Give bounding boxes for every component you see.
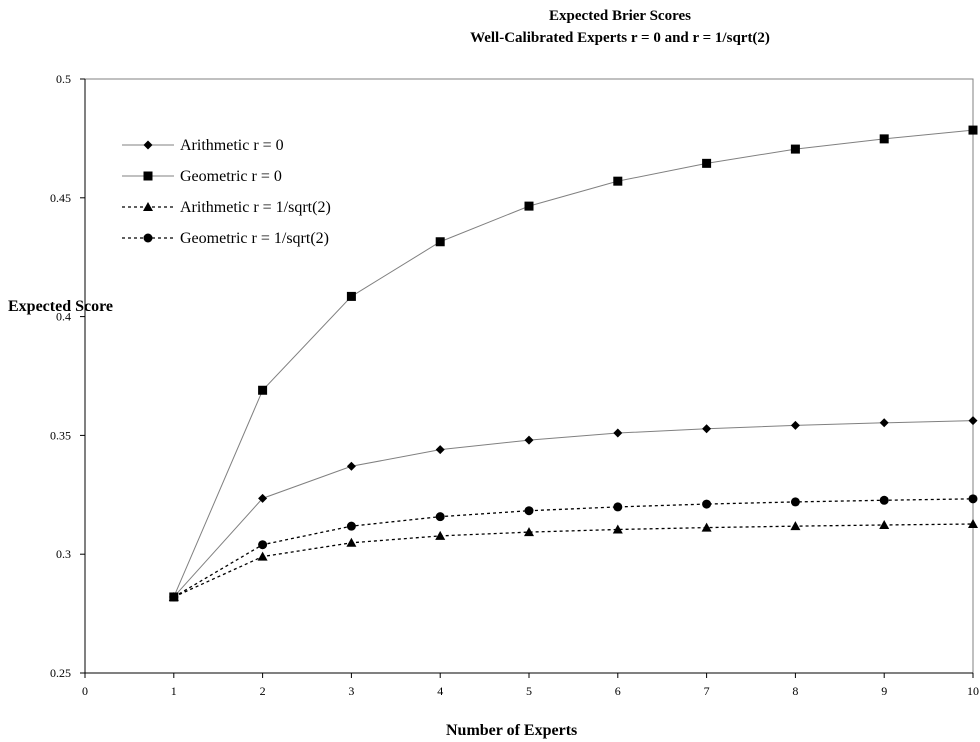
- data-point-diamond: [346, 461, 356, 471]
- data-point-triangle: [612, 524, 623, 534]
- data-point-diamond: [524, 435, 534, 445]
- data-point-diamond: [613, 428, 623, 438]
- data-point-triangle: [879, 519, 890, 529]
- data-point-circle: [790, 497, 800, 507]
- data-point-square: [968, 125, 978, 135]
- series-line-1: [173, 420, 974, 598]
- data-point-circle: [968, 494, 978, 504]
- x-tick-label: 1: [171, 684, 177, 698]
- data-point-triangle: [524, 527, 534, 537]
- series-line-3: [173, 523, 974, 598]
- data-point-circle: [524, 506, 534, 516]
- x-tick-label: 9: [881, 684, 887, 698]
- data-point-circle: [613, 502, 623, 512]
- legend-label: Geometric r = 0: [180, 168, 282, 185]
- series-lines: [173, 129, 974, 598]
- data-point-diamond: [702, 424, 712, 434]
- x-tick-label: 8: [792, 684, 798, 698]
- legend: Arithmetic r = 0 Geometric r = 0 Arithmeti…: [122, 137, 331, 247]
- tick-labels: 0 1 2 3 4 5 6 7 8 9 10 0.25 0.3 0.35 0.4 0.45 0.5: [50, 72, 979, 698]
- x-axis-label: Number of Experts: [446, 722, 578, 739]
- y-tick-label: 0.4: [56, 310, 71, 324]
- x-tick-label: 3: [348, 684, 354, 698]
- y-axis-label: Expected Score: [8, 298, 114, 315]
- legend-marker-circle: [143, 233, 153, 243]
- data-point-square: [613, 176, 623, 186]
- axes: [80, 78, 974, 678]
- legend-marker-diamond: [143, 140, 153, 150]
- data-point-square: [258, 385, 268, 395]
- series-line-4: [173, 498, 974, 598]
- data-point-diamond: [879, 418, 889, 428]
- legend-label: Geometric r = 1/sqrt(2): [180, 230, 329, 247]
- chart-title: Expected Brier Scores: [549, 8, 691, 24]
- data-point-diamond: [968, 416, 978, 426]
- x-tick-label: 5: [526, 684, 532, 698]
- data-point-circle: [702, 499, 712, 509]
- data-point-triangle: [701, 522, 712, 532]
- series-line-2: [173, 129, 974, 598]
- data-point-square: [435, 237, 445, 247]
- data-point-triangle: [435, 530, 446, 540]
- data-point-circle: [258, 540, 268, 550]
- data-point-square: [790, 144, 800, 154]
- data-point-square: [524, 201, 534, 211]
- x-tick-label: 4: [437, 684, 443, 698]
- x-tick-label: 10: [967, 684, 979, 698]
- data-point-circle: [435, 512, 445, 522]
- x-tick-label: 7: [704, 684, 710, 698]
- y-tick-label: 0.5: [56, 72, 71, 86]
- legend-marker-triangle: [143, 202, 153, 211]
- y-tick-label: 0.3: [56, 547, 71, 561]
- data-point-triangle: [790, 521, 801, 531]
- data-point-square: [702, 158, 712, 168]
- data-point-square: [879, 134, 889, 144]
- data-point-triangle: [257, 551, 268, 561]
- data-point-square: [346, 291, 356, 301]
- legend-label: Arithmetic r = 0: [180, 137, 284, 154]
- data-point-diamond: [435, 445, 445, 455]
- data-point-circle: [879, 495, 889, 505]
- data-point-circle: [169, 592, 179, 602]
- x-tick-label: 6: [615, 684, 621, 698]
- x-tick-label: 0: [82, 684, 88, 698]
- legend-label: Arithmetic r = 1/sqrt(2): [180, 199, 331, 216]
- chart-subtitle: Well-Calibrated Experts r = 0 and r = 1/…: [470, 30, 770, 46]
- x-tick-label: 2: [260, 684, 266, 698]
- data-point-circle: [346, 521, 356, 531]
- legend-marker-square: [143, 171, 153, 181]
- y-tick-label: 0.45: [50, 191, 71, 205]
- data-point-triangle: [968, 519, 978, 529]
- data-point-diamond: [258, 493, 268, 503]
- y-tick-label: 0.25: [50, 666, 71, 680]
- y-tick-label: 0.35: [50, 428, 71, 442]
- series-markers: [168, 125, 978, 602]
- data-point-diamond: [790, 420, 800, 430]
- data-point-triangle: [346, 537, 357, 547]
